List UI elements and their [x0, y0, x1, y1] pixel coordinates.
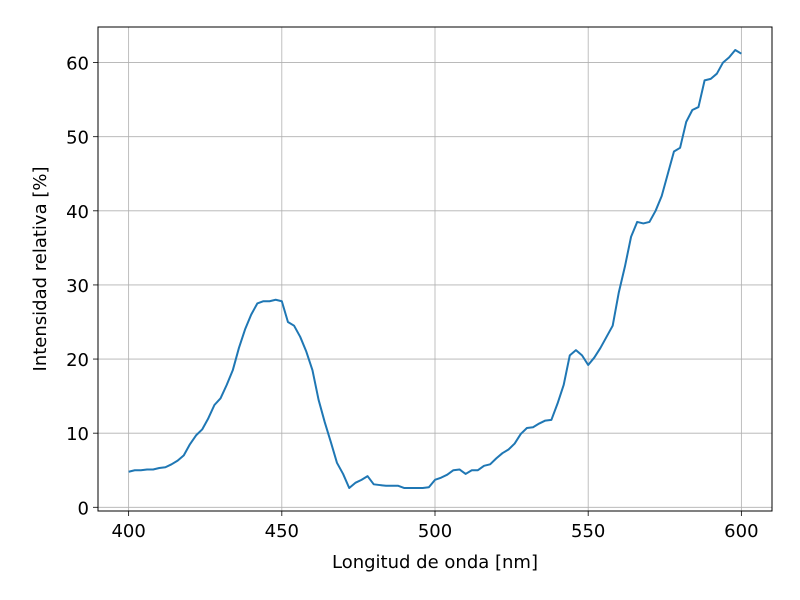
y-tick-label: 0 [78, 498, 89, 519]
x-axis-label: Longitud de onda [nm] [332, 552, 538, 573]
y-tick-label: 20 [66, 350, 89, 371]
x-tick-label: 400 [111, 521, 145, 542]
y-tick-label: 60 [66, 54, 89, 75]
y-tick-label: 40 [66, 202, 89, 223]
x-tick-label: 500 [418, 521, 452, 542]
x-tick-label: 450 [265, 521, 299, 542]
y-tick-label: 50 [66, 128, 89, 149]
y-axis-label: Intensidad relativa [%] [30, 167, 51, 372]
data-line [128, 48, 742, 490]
y-tick-label: 10 [66, 424, 89, 445]
plot-frame [97, 26, 773, 512]
x-tick-label: 600 [724, 521, 758, 542]
x-tick-label: 550 [571, 521, 605, 542]
y-tick-label: 30 [66, 276, 89, 297]
